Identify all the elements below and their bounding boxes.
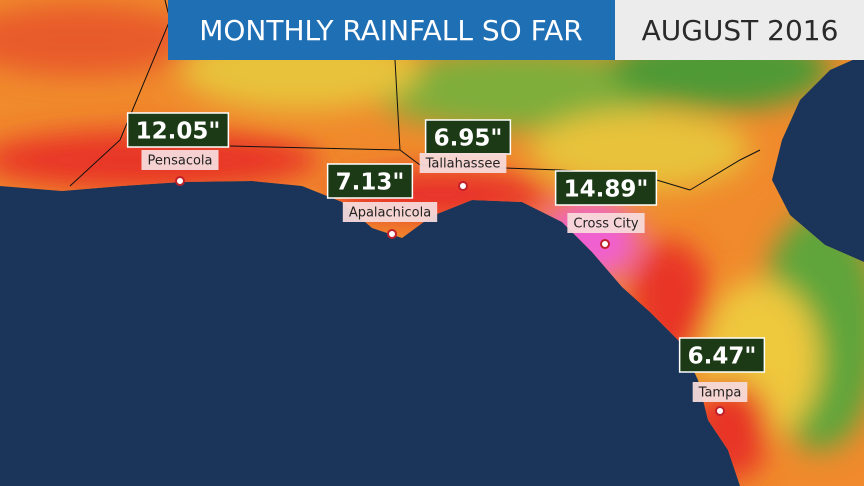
date-bar (615, 0, 864, 60)
city-name: Tampa (698, 386, 742, 401)
total-box (126, 112, 230, 148)
rain-total: 6.95" (434, 126, 503, 152)
date: AUGUST 2016 (642, 14, 839, 47)
rain-total: 12.05" (136, 119, 221, 145)
city-marker (458, 181, 468, 191)
city-name: Cross City (573, 217, 639, 232)
city-marker (600, 239, 610, 249)
total-box (678, 337, 766, 373)
city-name: Pensacola (147, 154, 212, 169)
total-box (554, 170, 658, 206)
city-box (567, 213, 645, 233)
rain-total: 14.89" (564, 177, 649, 203)
city-name: Apalachicola (349, 206, 431, 221)
city-name: Tallahassee (425, 157, 501, 172)
rain-total: 7.13" (336, 170, 405, 196)
total-box (424, 119, 512, 155)
city-marker (175, 176, 185, 186)
city-box (692, 382, 748, 402)
city-box (419, 153, 507, 173)
title-bar (168, 0, 615, 60)
city-markers: 12.05" Pensacola 6.95" Tallahassee 7.13" Apal… (126, 112, 766, 416)
rain-total: 6.47" (688, 344, 757, 370)
city-box (342, 202, 438, 222)
title: MONTHLY RAINFALL SO FAR (199, 14, 583, 47)
total-box (326, 163, 414, 199)
city-box (141, 150, 219, 170)
city-marker (715, 406, 725, 416)
city-marker (387, 229, 397, 239)
